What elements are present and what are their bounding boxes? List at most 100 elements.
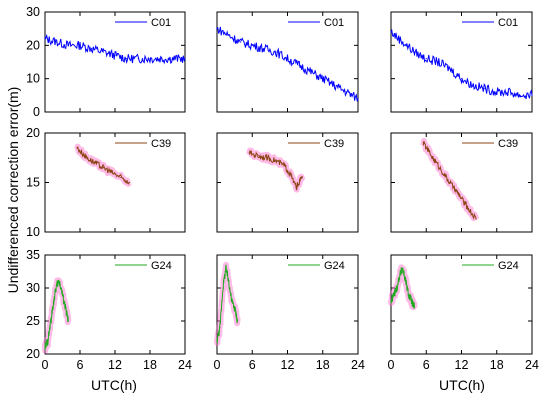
series-line-c39 bbox=[422, 140, 477, 220]
data-point bbox=[399, 274, 401, 276]
data-point bbox=[120, 176, 122, 179]
data-point bbox=[295, 186, 297, 189]
x-tick-label: 18 bbox=[490, 358, 504, 372]
legend-label: C39 bbox=[498, 138, 518, 150]
data-point bbox=[102, 51, 104, 53]
series-line-g24 bbox=[216, 264, 239, 344]
data-point bbox=[137, 58, 139, 60]
data-point bbox=[184, 58, 186, 60]
data-point bbox=[172, 58, 174, 60]
x-tick-label: 12 bbox=[108, 358, 122, 372]
data-point bbox=[460, 78, 463, 80]
data-point bbox=[266, 157, 268, 159]
x-tick-label: 24 bbox=[351, 358, 365, 372]
data-point bbox=[228, 280, 230, 282]
data-point bbox=[402, 41, 404, 43]
data-point bbox=[234, 307, 236, 309]
data-point bbox=[76, 147, 78, 149]
y-tick-label: 30 bbox=[26, 5, 40, 19]
data-point bbox=[93, 162, 96, 164]
data-point bbox=[263, 48, 265, 50]
data-point bbox=[484, 88, 486, 90]
legend-label: C01 bbox=[151, 17, 171, 29]
data-point bbox=[67, 320, 69, 322]
data-point bbox=[111, 172, 113, 174]
series-line-c39 bbox=[76, 146, 130, 185]
y-tick-label: 20 bbox=[26, 38, 40, 52]
data-point bbox=[67, 44, 69, 46]
panel-row2-col1: 10 15 20 C39 bbox=[26, 126, 186, 239]
legend-label: G24 bbox=[151, 260, 172, 272]
data-point bbox=[431, 156, 433, 158]
x-tick-label: 0 bbox=[214, 358, 221, 372]
y-tick-label: 15 bbox=[26, 176, 40, 190]
data-point bbox=[449, 181, 451, 184]
panel-row3-col3: 0 6 12 18 24 G24 bbox=[388, 254, 539, 372]
data-point bbox=[413, 307, 416, 309]
x-tick-label: 6 bbox=[423, 358, 430, 372]
data-point bbox=[216, 28, 218, 30]
data-point bbox=[301, 175, 303, 178]
data-point bbox=[405, 280, 407, 282]
data-point bbox=[345, 91, 347, 93]
data-point bbox=[402, 267, 404, 269]
data-point bbox=[422, 142, 424, 144]
legend-label: C39 bbox=[324, 138, 344, 150]
data-point bbox=[128, 181, 131, 184]
data-point bbox=[216, 340, 218, 342]
data-point bbox=[44, 346, 46, 348]
data-point bbox=[310, 71, 312, 73]
x-tick-label: 18 bbox=[143, 358, 157, 372]
series-line-c39 bbox=[248, 150, 303, 191]
series-line-c01 bbox=[44, 33, 186, 65]
data-point bbox=[114, 54, 116, 56]
data-point bbox=[322, 78, 324, 80]
legend-label: C39 bbox=[151, 138, 171, 150]
data-point bbox=[64, 307, 67, 309]
data-point bbox=[449, 68, 451, 70]
data-point bbox=[102, 167, 104, 169]
data-point bbox=[222, 287, 224, 289]
y-tick-label: 10 bbox=[26, 225, 40, 239]
data-point bbox=[161, 58, 163, 60]
data-point bbox=[126, 58, 128, 60]
data-point bbox=[275, 160, 277, 162]
data-point bbox=[531, 94, 533, 96]
data-point bbox=[390, 31, 392, 33]
data-point bbox=[396, 287, 398, 289]
data-point bbox=[231, 300, 233, 302]
y-tick-label: 35 bbox=[26, 248, 40, 262]
x-tick-label: 6 bbox=[77, 358, 84, 372]
data-point bbox=[149, 58, 151, 60]
x-tick-label: 24 bbox=[178, 358, 192, 372]
data-point bbox=[286, 58, 289, 60]
panel-row1-col1: 0 10 20 30 C01 bbox=[26, 5, 186, 119]
legend-label: G24 bbox=[324, 260, 345, 272]
data-point bbox=[496, 91, 498, 93]
panel-row3-col2: 0 6 12 18 24 G24 bbox=[214, 254, 365, 372]
panel-row1-col2: C01 bbox=[216, 11, 359, 113]
data-point bbox=[440, 169, 442, 171]
data-point bbox=[251, 44, 253, 46]
series-line-c01 bbox=[216, 26, 359, 102]
data-point bbox=[85, 156, 87, 158]
data-point bbox=[519, 94, 521, 96]
data-point bbox=[50, 320, 52, 322]
data-point bbox=[53, 300, 55, 302]
legend-label: G24 bbox=[498, 260, 519, 272]
data-point bbox=[413, 51, 416, 53]
data-point bbox=[410, 300, 413, 302]
panel-row2-col3: C39 bbox=[390, 132, 533, 233]
y-tick-label: 25 bbox=[26, 314, 40, 328]
x-tick-label: 12 bbox=[455, 358, 469, 372]
y-axis-title: Undifferenced correction error(m) bbox=[5, 87, 21, 294]
data-point bbox=[283, 165, 286, 167]
legend-label: C01 bbox=[498, 17, 518, 29]
series-halo bbox=[246, 147, 306, 193]
data-point bbox=[457, 193, 460, 195]
data-point bbox=[275, 51, 277, 53]
legend-label: C01 bbox=[324, 17, 344, 29]
data-point bbox=[507, 91, 510, 93]
data-point bbox=[357, 98, 359, 100]
